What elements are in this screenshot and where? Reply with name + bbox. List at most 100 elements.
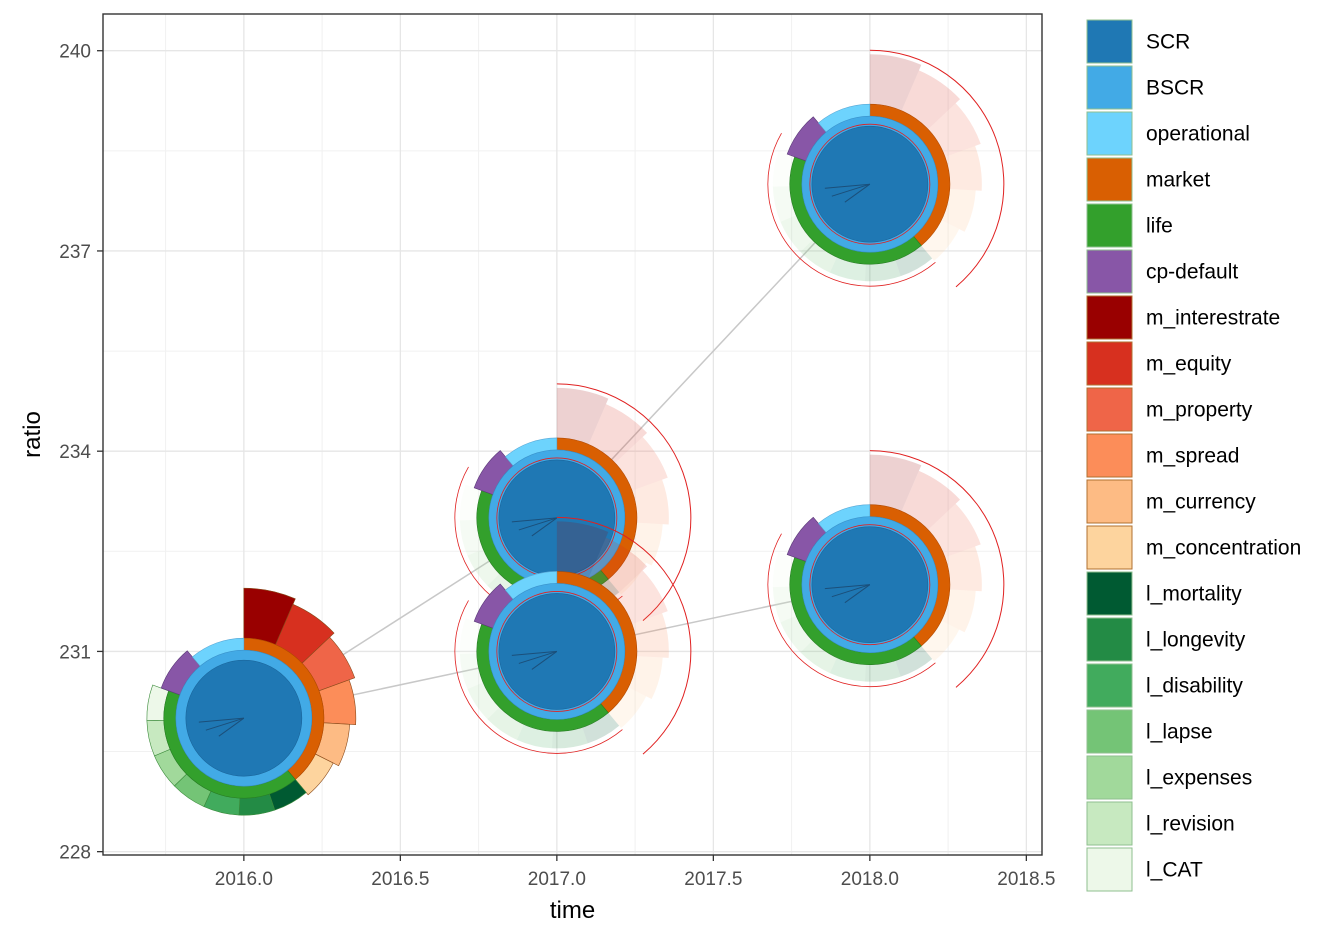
wedge-l-longevity [865,260,901,282]
reference-circle [809,524,931,646]
legend-label: m_currency [1146,491,1256,514]
legend-swatch [1086,433,1133,478]
wedge-m-concentration [608,553,647,595]
pointer-line [511,650,557,656]
reference-arc [556,383,692,621]
wedge-m-spread [632,613,669,658]
y-tick-label: 240 [59,42,91,63]
wedge-l-CAT [772,151,795,187]
wedge-m-equity [588,404,648,464]
wedge-m-equity [901,470,961,530]
wedge-l-mortality [895,645,933,677]
legend-swatch [1086,111,1133,156]
wedge-l-longevity [552,727,588,749]
pointer-line [518,650,558,664]
legend-swatch [1086,341,1133,386]
legend-label: m_concentration [1146,537,1301,560]
legend-label: operational [1146,123,1250,146]
reference-circle [809,123,931,245]
legend-label: BSCR [1146,77,1204,100]
wedge-m-currency [628,522,663,566]
wedge-m-currency [941,188,976,232]
wedge-m-spread [945,145,982,191]
glyph-3 [454,516,692,755]
reference-arc [767,133,936,287]
wedge-m-currency [628,656,663,699]
wedge-m-concentration [921,620,960,662]
legend-label: m_property [1146,399,1253,422]
wedge-m-interestrate [556,521,609,578]
wedge-m-currency [941,589,976,633]
wedge-m-property [928,503,981,558]
wedge-l-expenses [467,549,500,586]
y-tick-label: 237 [59,242,91,263]
wedge-m-property [615,570,668,625]
legend-swatch [1086,157,1133,202]
legend-label: l_revision [1146,813,1235,836]
legend-label: m_interestrate [1146,307,1280,330]
legend-label: l_disability [1146,675,1243,698]
legend-swatch [1086,387,1133,432]
legend-swatch [1086,525,1133,570]
wedge-l-mortality [895,245,933,277]
pointer-line [205,717,245,731]
wedge-m-spread [632,479,669,525]
pointer-line [824,183,870,189]
disc-scr [811,125,929,243]
reference-arc [767,533,936,687]
legend-label: market [1146,169,1210,192]
reference-arc [454,600,623,754]
legend-label: l_expenses [1146,767,1252,790]
wedge-l-lapse [800,640,837,674]
wedge-l-disability [829,257,866,282]
legend-swatch [1086,801,1133,846]
wedge-m-concentration [921,220,960,261]
y-tick-label: 228 [59,843,91,864]
legend-swatch [1086,847,1133,892]
pointer-line [531,517,558,537]
pointer-line [198,717,244,723]
pointer-line [844,183,871,203]
wedge-m-interestrate [869,454,922,512]
legend-swatch [1086,663,1133,708]
legend-swatch [1086,571,1133,616]
wedge-l-longevity [865,660,901,682]
glyph-1 [146,587,357,816]
legend-swatch [1086,19,1133,64]
sunburst-glyphs [146,49,1005,816]
legend-label: cp-default [1146,261,1238,284]
reference-arc [556,516,692,755]
wedge-l-lapse [800,240,837,273]
legend-label: l_longevity [1146,629,1246,652]
wedge-m-interestrate [556,387,609,445]
pointer-line [824,584,870,590]
wedge-l-CAT [459,618,482,654]
wedge-m-property [615,436,668,491]
legend-swatch [1086,295,1133,340]
wedge-l-mortality [582,712,620,744]
wedge-l-lapse [487,707,524,740]
legend-label: m_equity [1146,353,1232,376]
wedge-l-expenses [780,615,813,653]
x-tick-label: 2016.0 [215,869,273,890]
wedge-l-CAT [772,551,795,588]
wedge-l-CAT [459,484,482,521]
legend-label: life [1146,215,1173,238]
reference-arc [869,49,1005,288]
pointer-line [844,584,871,604]
pointer-line [511,517,557,523]
y-tick-label: 234 [59,442,91,463]
wedge-m-equity [901,70,961,130]
x-tick-label: 2017.5 [684,869,742,890]
legend-swatch [1086,203,1133,248]
wedge-m-interestrate [869,54,922,111]
pointer-line [518,517,558,531]
pointer-line [531,651,558,670]
legend: SCR BSCR operational market life cp-default m_… [1086,19,1301,892]
legend-swatch [1086,249,1133,294]
wedge-m-spread [945,546,982,592]
glyph-4 [767,49,1005,288]
legend-label: m_spread [1146,445,1239,468]
panel-border [102,13,1043,856]
